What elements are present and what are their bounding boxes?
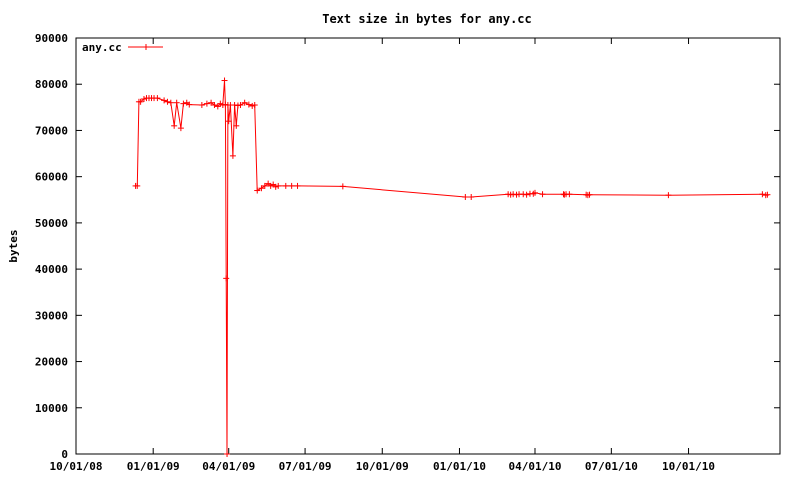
data-point <box>217 100 224 107</box>
data-point <box>167 99 174 106</box>
data-point <box>759 191 766 198</box>
data-point <box>275 182 282 189</box>
x-tick-label: 04/01/09 <box>202 460 255 473</box>
y-axis: 0 10000 20000 30000 40000 50000 60000 70000 8000… <box>35 32 780 461</box>
data-point <box>566 191 573 198</box>
data-point <box>294 182 301 189</box>
data-point <box>214 103 221 110</box>
data-point <box>140 96 147 103</box>
y-tick-label: 30000 <box>35 309 68 322</box>
data-point <box>468 194 475 201</box>
x-tick-label: 10/01/10 <box>662 460 715 473</box>
data-point <box>229 152 236 159</box>
data-point <box>241 99 248 106</box>
data-point <box>267 182 274 189</box>
y-tick-label: 90000 <box>35 32 68 45</box>
x-tick-label: 01/01/10 <box>433 460 486 473</box>
y-tick-label: 50000 <box>35 217 68 230</box>
x-tick-label: 10/01/08 <box>50 460 103 473</box>
y-tick-label: 40000 <box>35 263 68 276</box>
legend-label-any-cc: any.cc <box>82 41 122 54</box>
data-point <box>177 125 184 132</box>
data-point <box>249 102 256 109</box>
data-point <box>225 118 232 125</box>
data-point <box>161 97 168 104</box>
data-point <box>261 182 268 189</box>
data-point <box>764 191 771 198</box>
plot-frame <box>75 37 781 455</box>
data-point <box>237 102 244 109</box>
data-point <box>211 102 218 109</box>
data-point <box>203 100 210 107</box>
legend-marker <box>143 44 149 50</box>
x-tick-label: 01/01/09 <box>127 460 180 473</box>
data-point <box>282 182 289 189</box>
data-point <box>154 95 161 102</box>
data-point <box>586 191 593 198</box>
series-layer <box>132 77 771 457</box>
data-point <box>180 100 187 107</box>
data-point <box>531 189 538 196</box>
data-point <box>134 182 141 189</box>
y-axis-label: bytes <box>7 229 20 262</box>
data-point <box>272 183 279 190</box>
x-tick-label: 07/01/09 <box>279 460 332 473</box>
data-point <box>245 101 252 108</box>
data-point <box>173 99 180 106</box>
data-point <box>254 187 261 194</box>
data-point <box>665 192 672 199</box>
data-point <box>171 122 178 129</box>
x-axis: 10/01/08 01/01/09 04/01/09 07/01/09 10/01/09… <box>50 38 715 473</box>
data-point <box>164 98 171 105</box>
x-tick-label: 07/01/10 <box>585 460 638 473</box>
data-point <box>224 451 231 457</box>
data-point <box>223 275 230 282</box>
data-point <box>233 122 240 129</box>
data-point <box>221 77 228 84</box>
y-tick-label: 60000 <box>35 171 68 184</box>
data-point <box>251 102 258 109</box>
data-point <box>198 102 205 109</box>
series-line-any-cc <box>135 80 768 455</box>
data-point <box>137 98 144 105</box>
y-tick-label: 80000 <box>35 78 68 91</box>
data-point <box>186 101 193 108</box>
data-point <box>208 99 215 106</box>
data-point <box>462 194 469 201</box>
y-tick-label: 20000 <box>35 356 68 369</box>
data-point <box>539 191 546 198</box>
legend: any.cc <box>82 41 163 54</box>
x-tick-label: 04/01/10 <box>508 460 561 473</box>
y-tick-label: 10000 <box>35 402 68 415</box>
chart-title: Text size in bytes for any.cc <box>322 12 532 26</box>
data-point <box>258 185 265 192</box>
data-point <box>339 183 346 190</box>
y-tick-label: 0 <box>61 448 68 461</box>
x-tick-label: 10/01/09 <box>356 460 409 473</box>
y-tick-label: 70000 <box>35 124 68 137</box>
data-point <box>523 191 530 198</box>
data-point <box>288 182 295 189</box>
